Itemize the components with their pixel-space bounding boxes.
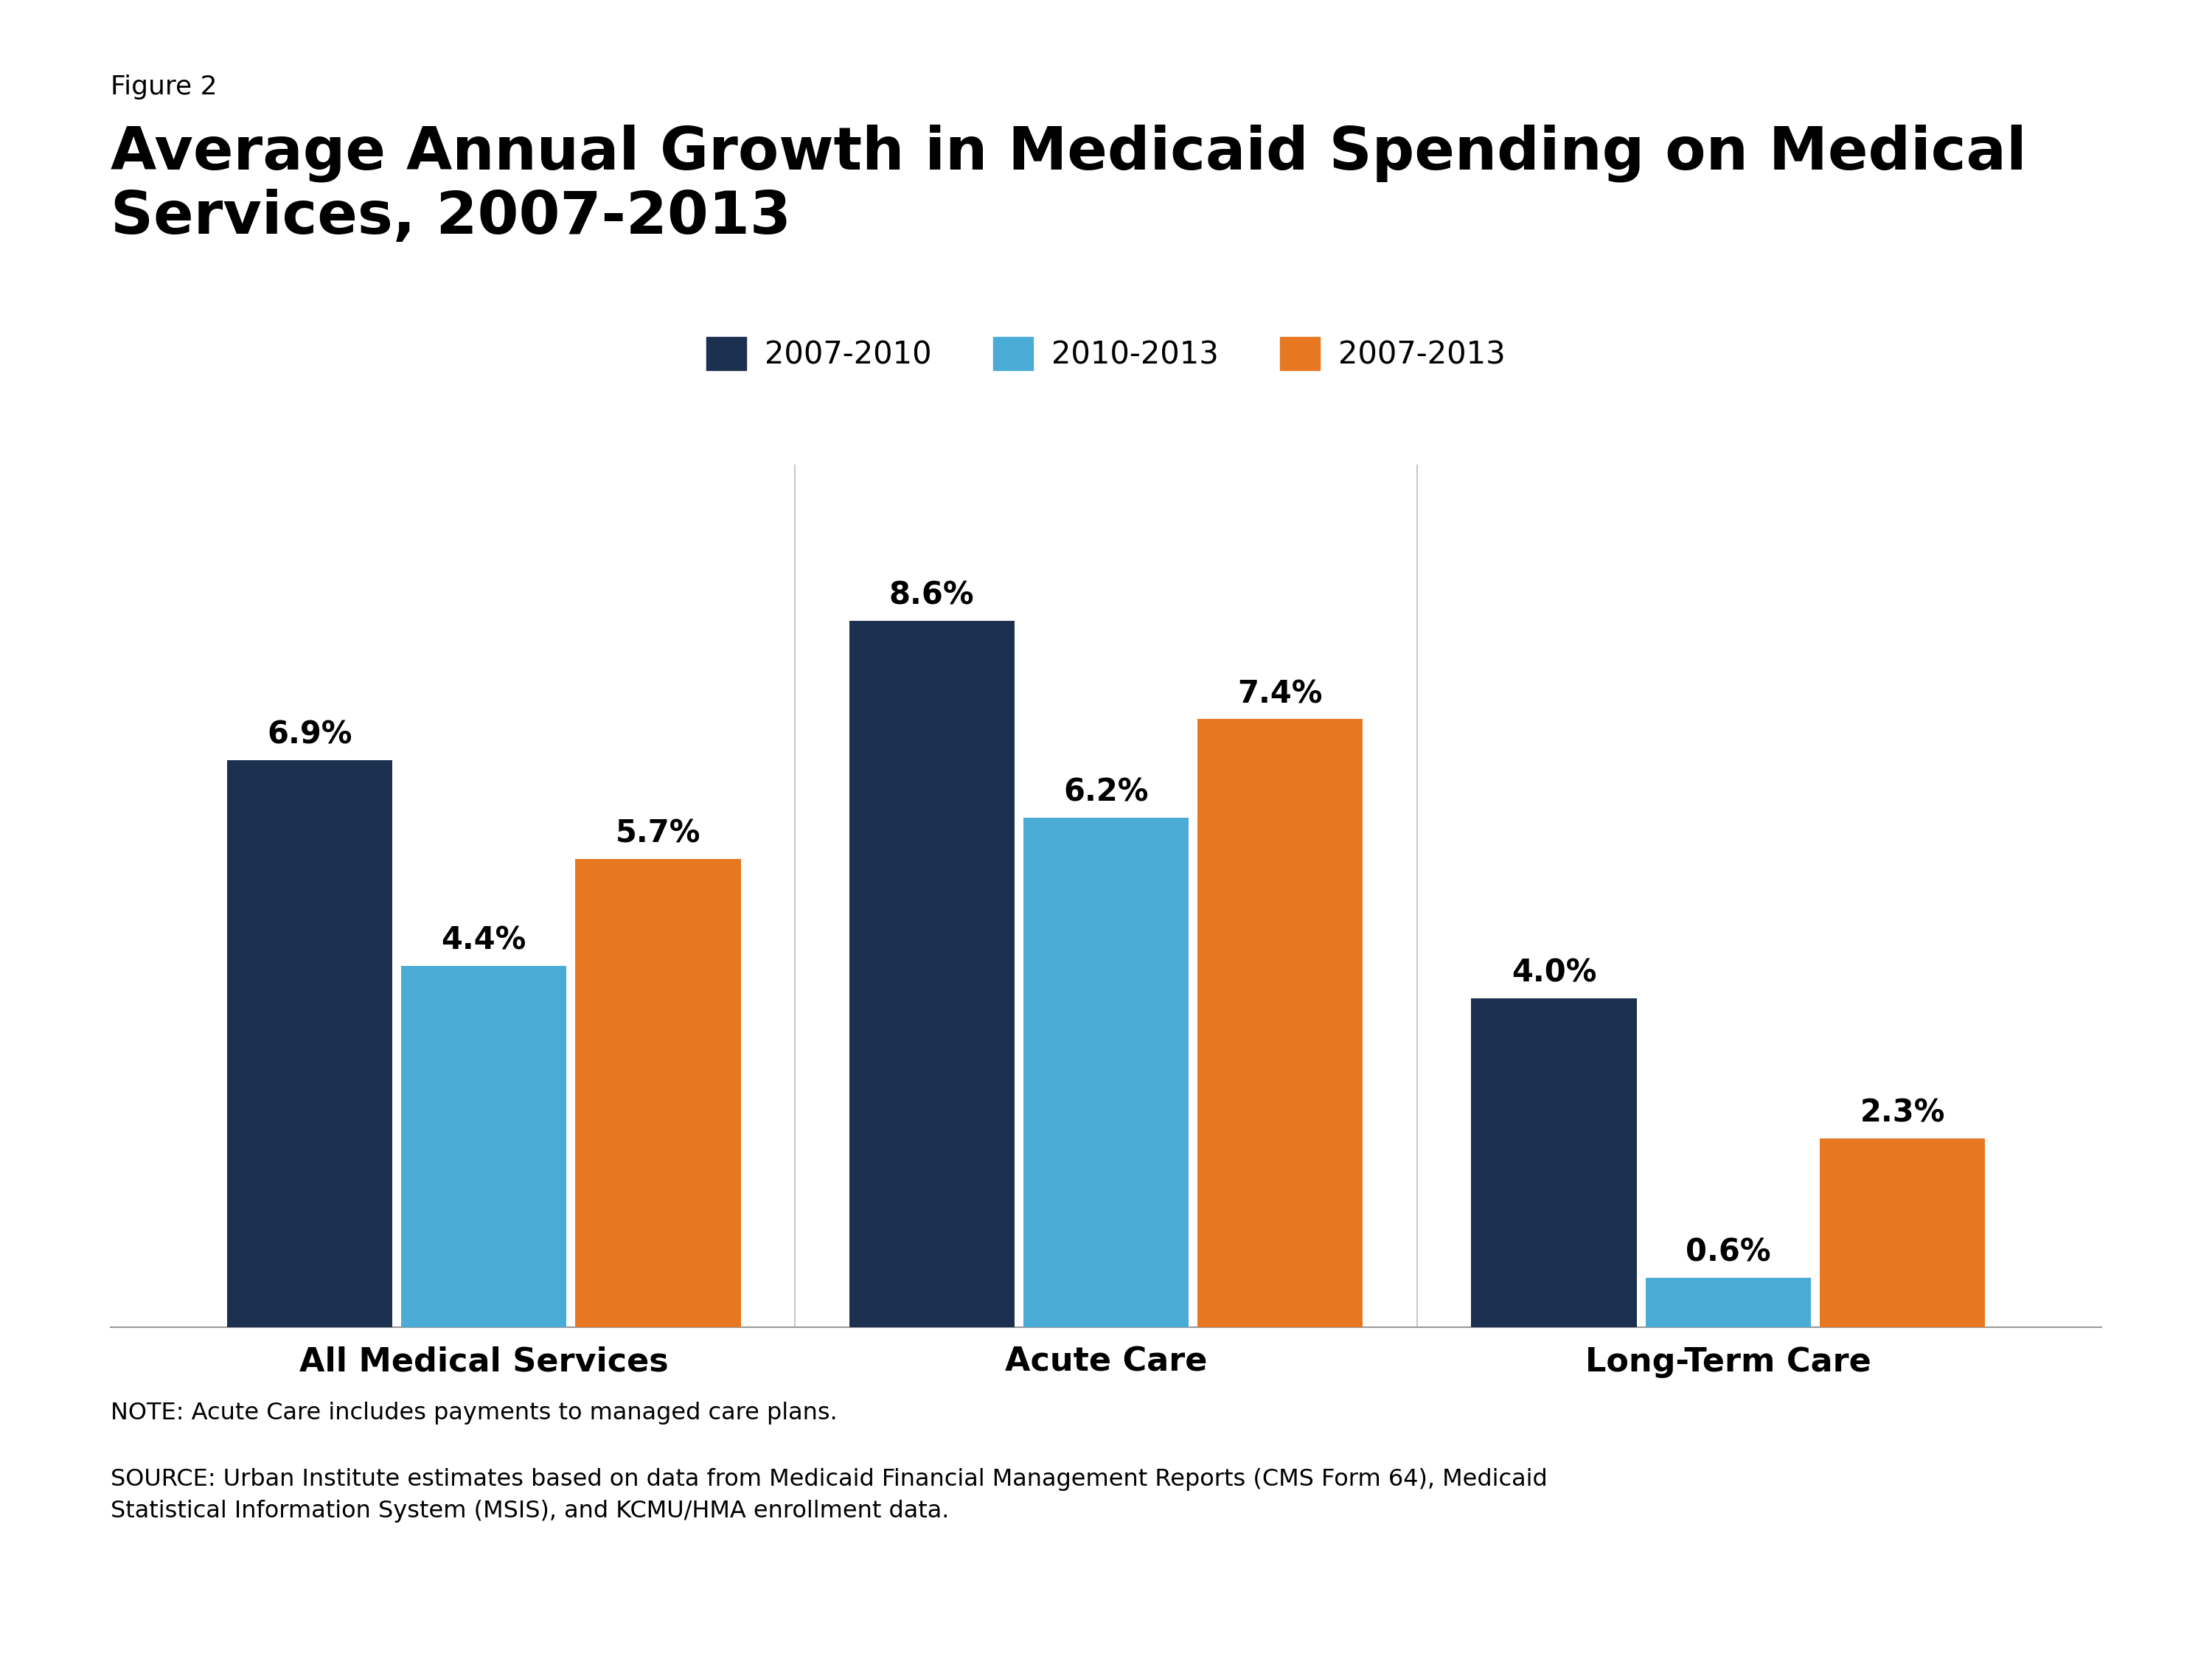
Text: 4.4%: 4.4% — [442, 924, 526, 956]
Bar — [575, 859, 741, 1327]
Text: 6.2%: 6.2% — [1064, 776, 1148, 808]
Text: 0.6%: 0.6% — [1686, 1238, 1772, 1267]
Text: Average Annual Growth in Medicaid Spending on Medical
Services, 2007-2013: Average Annual Growth in Medicaid Spendi… — [111, 124, 2026, 247]
Text: FOUNDATION: FOUNDATION — [1991, 1609, 2090, 1623]
Text: 4.0%: 4.0% — [1511, 957, 1597, 989]
Bar — [1024, 818, 1188, 1327]
Bar — [228, 760, 392, 1327]
Bar — [1646, 1277, 1812, 1327]
Text: KAISER: KAISER — [1978, 1506, 2104, 1538]
Text: 6.9%: 6.9% — [268, 720, 352, 750]
Text: Figure 2: Figure 2 — [111, 75, 217, 100]
Bar — [400, 966, 566, 1327]
Legend: 2007-2010, 2010-2013, 2007-2013: 2007-2010, 2010-2013, 2007-2013 — [695, 325, 1517, 383]
Bar — [1820, 1138, 1984, 1327]
Text: 5.7%: 5.7% — [615, 818, 701, 849]
Text: SOURCE: Urban Institute estimates based on data from Medicaid Financial Manageme: SOURCE: Urban Institute estimates based … — [111, 1468, 1548, 1523]
Bar — [849, 620, 1015, 1327]
Text: NOTE: Acute Care includes payments to managed care plans.: NOTE: Acute Care includes payments to ma… — [111, 1402, 838, 1425]
Bar — [1471, 999, 1637, 1327]
Text: 8.6%: 8.6% — [889, 579, 975, 611]
Text: 7.4%: 7.4% — [1239, 679, 1323, 710]
Text: 2.3%: 2.3% — [1860, 1097, 1944, 1128]
Text: FAMILY: FAMILY — [2002, 1561, 2079, 1579]
Text: THE HENRY J.: THE HENRY J. — [1991, 1470, 2090, 1483]
Bar — [1197, 720, 1363, 1327]
